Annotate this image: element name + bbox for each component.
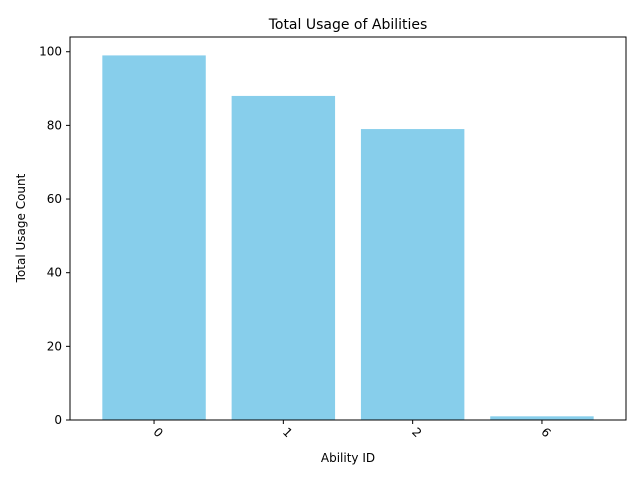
plot-frame xyxy=(69,36,627,421)
y-tick-label: 80 xyxy=(47,118,62,132)
x-axis-label: Ability ID xyxy=(321,451,375,465)
bar-6 xyxy=(490,416,594,420)
y-axis-label: Total Usage Count xyxy=(14,173,28,283)
bar-1 xyxy=(231,95,336,420)
y-tick-label: 20 xyxy=(47,339,62,353)
y-tick-label: 40 xyxy=(47,266,62,280)
y-axis-ticks: 0 20 40 60 80 100 xyxy=(39,45,70,427)
y-tick-label: 60 xyxy=(47,192,62,206)
bar-2 xyxy=(360,129,465,420)
bar-0 xyxy=(102,55,206,421)
y-tick-label: 0 xyxy=(54,413,62,427)
bars-group xyxy=(102,55,594,421)
chart-title: Total Usage of Abilities xyxy=(268,17,428,33)
y-tick-label: 100 xyxy=(39,45,62,59)
